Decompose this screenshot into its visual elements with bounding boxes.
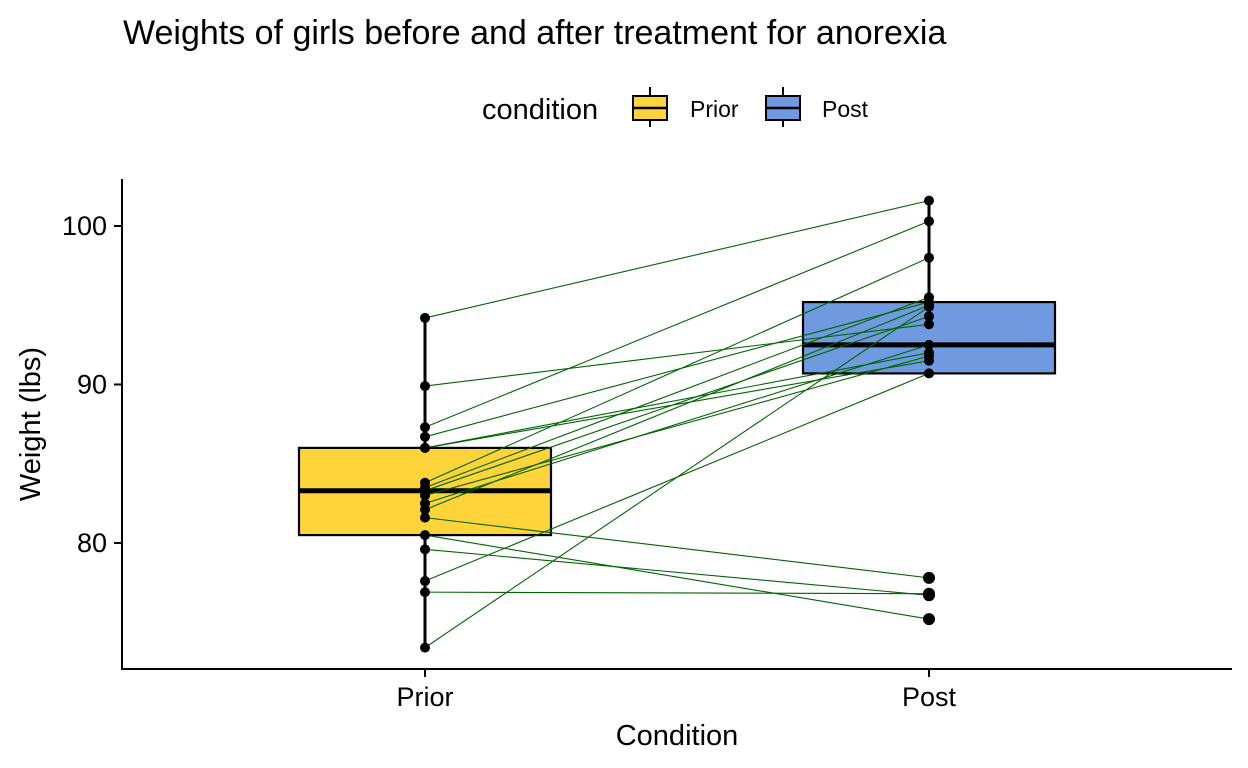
legend-item-prior: Prior [632,87,739,127]
point-post [924,301,934,312]
pair-line [424,355,930,496]
point-prior [420,504,430,515]
pair-line [424,360,930,449]
y-tick-label: 80 [77,528,107,558]
pair-line [424,296,930,489]
pair-line [424,591,930,595]
point-prior [420,544,430,555]
point-post [924,319,934,330]
pair-line [424,304,930,511]
x-axis-title: Condition [616,720,739,752]
x-tick-label: Post [902,682,957,712]
legend-label: Prior [690,96,739,122]
x-axis-ticks: Prior Post [396,669,957,712]
pair-line [424,257,930,484]
point-post [924,350,934,361]
pair-line [424,534,930,620]
paired-lines [424,200,930,649]
point-prior [420,431,430,442]
pair-line [424,315,930,492]
point-prior [420,587,430,598]
point-prior [420,312,430,323]
point-prior [420,490,430,501]
point-post [924,252,934,263]
point-prior [420,512,430,523]
x-tick-label: Prior [396,682,453,712]
legend-item-post: Post [765,87,869,127]
pair-line [424,548,930,596]
point-prior [420,576,430,587]
pair-line [424,323,930,387]
data-points [420,195,935,653]
point-post [924,216,934,227]
pair-line [424,352,930,449]
pair-line [424,306,930,649]
legend-title: condition [482,94,598,126]
pair-line [424,301,930,438]
point-post [924,368,934,379]
legend-items: Prior Post [632,87,869,127]
y-axis-title: Weight (lbs) [15,347,47,501]
chart-title: Weights of girls before and after treatm… [123,14,946,52]
y-tick-label: 100 [62,211,107,241]
y-tick-label: 90 [77,370,107,400]
pair-line [424,517,930,579]
point-prior [420,642,430,653]
point-post [924,292,934,303]
y-axis-ticks: 80 90 100 [62,211,122,558]
point-prior [420,530,430,541]
legend: condition Prior Post [482,87,869,127]
point-prior [420,442,430,453]
point-post [924,311,934,322]
point-prior [420,422,430,433]
point-post [924,339,934,350]
pair-line [424,344,930,504]
plot-area [297,195,1057,653]
outlier-point [923,571,935,584]
outlier-point [923,613,935,626]
pair-line [424,200,930,319]
legend-label: Post [822,96,869,122]
point-prior [420,381,430,392]
pair-line [424,220,930,428]
point-post [924,195,934,206]
outlier-point [923,589,935,602]
